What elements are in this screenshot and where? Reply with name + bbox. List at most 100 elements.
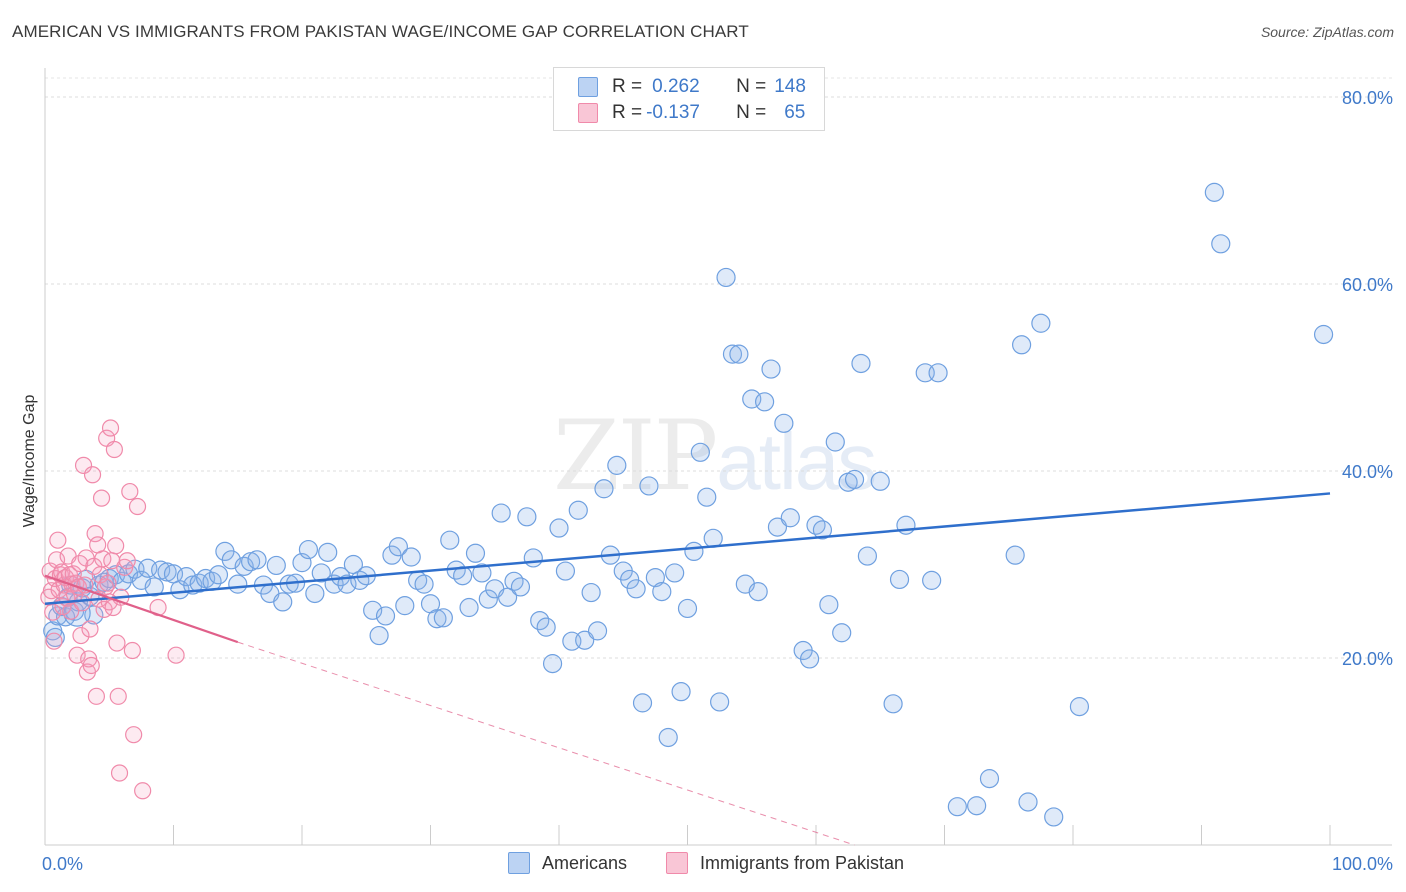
- pakistan-point: [108, 634, 126, 652]
- americans-point: [761, 359, 781, 379]
- americans-point: [812, 520, 833, 540]
- americans-point: [729, 344, 749, 364]
- bottom-legend-swatch-pakistan: [666, 852, 688, 874]
- legend-r-value: -0.137: [646, 102, 700, 123]
- legend-row-pakistan: R = -0.137 N = 65: [578, 100, 805, 126]
- americans-point: [247, 550, 267, 570]
- pakistan-points: [40, 419, 185, 800]
- pakistan-point: [107, 537, 125, 555]
- legend-swatch-americans: [578, 77, 598, 97]
- americans-point: [517, 507, 537, 527]
- americans-point: [459, 597, 479, 618]
- pakistan-point: [62, 602, 80, 620]
- americans-point: [266, 555, 286, 576]
- americans-point: [607, 455, 627, 475]
- pakistan-point: [109, 687, 127, 705]
- pakistan-point: [134, 782, 152, 800]
- legend-n-value: 65: [784, 102, 806, 123]
- americans-point: [594, 479, 614, 499]
- americans-point: [273, 592, 293, 612]
- americans-point: [671, 682, 691, 702]
- pakistan-point: [121, 482, 139, 501]
- americans-point: [472, 563, 492, 583]
- americans-point: [947, 797, 967, 817]
- legend-r-label: R =: [612, 76, 643, 97]
- americans-point: [780, 508, 800, 528]
- americans-point: [1005, 545, 1025, 565]
- trend-lines: [44, 492, 1331, 846]
- americans-point: [144, 577, 164, 597]
- americans-point: [112, 571, 132, 591]
- americans-point: [228, 574, 248, 594]
- americans-point: [889, 569, 910, 590]
- americans-point: [870, 471, 890, 491]
- americans-point: [626, 579, 646, 599]
- axis-labels: 20.0% 40.0% 60.0% 80.0% 0.0% 100.0% Wage/Incom…: [21, 88, 1393, 874]
- pakistan-point: [45, 632, 63, 650]
- y-tick-label: 40.0%: [1342, 462, 1393, 482]
- americans-point: [754, 392, 775, 412]
- pakistan-point: [73, 594, 91, 612]
- americans-point: [748, 582, 768, 602]
- pakistan-point: [110, 764, 129, 782]
- americans-point: [652, 582, 672, 602]
- americans-point: [575, 630, 595, 650]
- legend-swatch-pakistan: [578, 103, 598, 123]
- bottom-legend-label-americans: Americans: [542, 852, 628, 873]
- americans-point: [722, 344, 743, 364]
- legend-n-label: N =: [736, 76, 767, 97]
- americans-point: [883, 694, 903, 714]
- americans-point: [799, 649, 820, 669]
- pakistan-point: [74, 456, 93, 474]
- americans-point: [979, 769, 1000, 789]
- americans-point: [375, 606, 396, 626]
- americans-point: [774, 413, 794, 433]
- americans-point: [922, 570, 942, 590]
- americans-point: [1069, 697, 1090, 717]
- legend-r-value: 0.262: [652, 76, 700, 97]
- pakistan-trend-extension: [237, 641, 855, 846]
- legend-row-americans: R = 0.262 N = 148: [578, 74, 806, 100]
- americans-point: [568, 500, 588, 520]
- americans-point: [401, 547, 421, 567]
- pakistan-trend-line: [44, 574, 239, 644]
- americans-point: [832, 623, 852, 643]
- americans-point: [491, 503, 511, 523]
- americans-point: [305, 583, 325, 604]
- americans-point: [581, 582, 601, 603]
- americans-point: [440, 530, 460, 550]
- legend-r-label: R =: [612, 102, 643, 123]
- americans-point: [684, 541, 704, 562]
- americans-point: [844, 469, 865, 490]
- americans-point: [697, 487, 717, 507]
- americans-point: [677, 598, 698, 619]
- americans-point: [523, 548, 543, 568]
- americans-point: [311, 563, 331, 583]
- americans-point: [1018, 792, 1038, 812]
- pakistan-point: [82, 656, 100, 675]
- pakistan-point: [99, 574, 117, 592]
- y-tick-label: 60.0%: [1342, 275, 1393, 295]
- americans-point: [536, 617, 556, 637]
- x-tick-label: 100.0%: [1332, 854, 1393, 874]
- watermark-main: ZIP: [553, 400, 718, 512]
- americans-point: [414, 574, 434, 594]
- americans-point: [465, 543, 486, 563]
- pakistan-point: [49, 531, 67, 549]
- bottom-legend-americans: Americans: [508, 852, 627, 874]
- x-tick-label: 0.0%: [42, 854, 83, 874]
- chart-title: AMERICAN VS IMMIGRANTS FROM PAKISTAN WAG…: [12, 22, 749, 41]
- americans-point: [433, 608, 453, 628]
- pakistan-point: [125, 726, 143, 744]
- source-label: Source: ZipAtlas.com: [1260, 24, 1394, 40]
- americans-point: [851, 353, 871, 374]
- americans-point: [478, 589, 498, 609]
- americans-points: [43, 182, 1334, 827]
- legend-n-label: N =: [736, 102, 767, 123]
- pakistan-point: [83, 466, 102, 484]
- americans-point: [767, 517, 788, 537]
- y-tick-label: 20.0%: [1342, 649, 1393, 669]
- americans-point: [928, 363, 948, 383]
- americans-point: [318, 542, 338, 562]
